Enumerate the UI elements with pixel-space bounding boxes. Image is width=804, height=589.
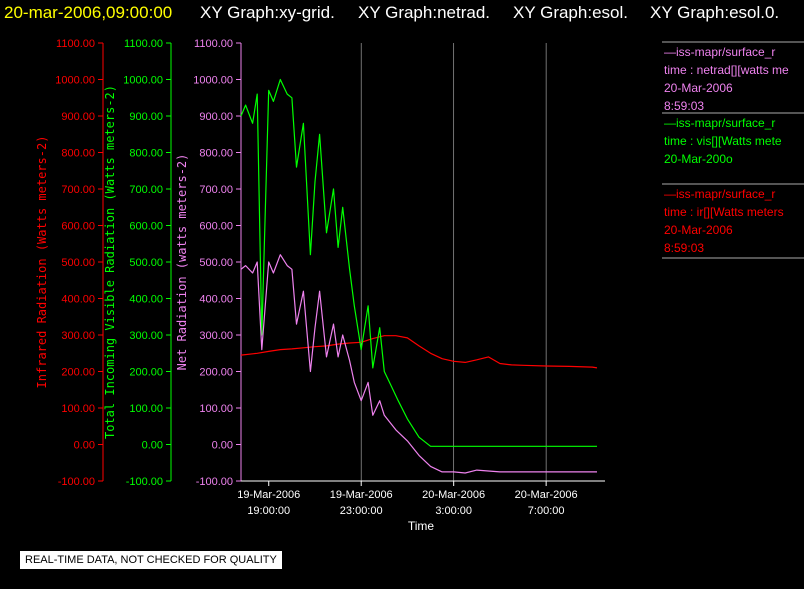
legend-line: 20-Mar-2006 bbox=[664, 81, 733, 95]
y-tick-label: 1100.00 bbox=[124, 38, 163, 50]
legend-line: —iss-mapr/surface_r bbox=[664, 116, 775, 130]
x-tick-label-date: 20-Mar-2006 bbox=[515, 489, 578, 501]
y-tick-label: 400.00 bbox=[61, 294, 95, 306]
x-tick-label-time: 3:00:00 bbox=[435, 505, 472, 517]
y-tick-label: 700.00 bbox=[129, 184, 163, 196]
y-tick-label: 300.00 bbox=[199, 330, 233, 342]
y-tick-label: 0.00 bbox=[142, 440, 163, 452]
y-tick-label: 700.00 bbox=[61, 184, 95, 196]
y-tick-label: 100.00 bbox=[61, 403, 95, 415]
y-tick-label: -100.00 bbox=[58, 476, 95, 488]
x-tick-label-date: 20-Mar-2006 bbox=[422, 489, 485, 501]
y-tick-label: 800.00 bbox=[199, 148, 233, 160]
y-axis-title: Infrared Radiation (Watts meters-2) bbox=[35, 136, 49, 389]
quality-notice: REAL-TIME DATA, NOT CHECKED FOR QUALITY bbox=[20, 551, 282, 569]
legend-line: time : netrad[][watts me bbox=[664, 63, 789, 77]
y-tick-label: 300.00 bbox=[129, 330, 163, 342]
title-graph-netrad: XY Graph:netrad. bbox=[358, 3, 490, 22]
series-lines bbox=[240, 78, 598, 474]
title-graph-xy-grid: XY Graph:xy-grid. bbox=[200, 3, 335, 22]
y-tick-label: 400.00 bbox=[199, 294, 233, 306]
y-axis-title: Total Incoming Visible Radiation (Watts … bbox=[103, 85, 117, 439]
y-axis-infrared: 1100.00 1000.00 900.00 800.00 700.00 600.00 50… bbox=[35, 38, 104, 488]
legend-line: —iss-mapr/surface_r bbox=[664, 187, 775, 201]
legend-line: 20-Mar-2006 bbox=[664, 223, 733, 237]
y-tick-label: 200.00 bbox=[199, 367, 233, 379]
y-tick-label: 700.00 bbox=[199, 184, 233, 196]
legend-line: 8:59:03 bbox=[664, 99, 704, 113]
y-tick-label: 900.00 bbox=[129, 111, 163, 123]
y-tick-label: 1000.00 bbox=[55, 75, 95, 87]
y-tick-label: 600.00 bbox=[129, 221, 163, 233]
legend-line: 8:59:03 bbox=[664, 241, 704, 255]
x-tick-label-date: 19-Mar-2006 bbox=[330, 489, 393, 501]
title-timestamp: 20-mar-2006,09:00:00 bbox=[4, 3, 172, 22]
y-tick-label: 600.00 bbox=[199, 221, 233, 233]
y-tick-label: 500.00 bbox=[61, 257, 95, 269]
legend-line: 20-Mar-200o bbox=[664, 152, 733, 166]
y-tick-label: 100.00 bbox=[199, 403, 233, 415]
series-line-2 bbox=[240, 254, 597, 474]
y-axis-visible: 1100.00 1000.00 900.00 800.00 700.00 600.00 50… bbox=[103, 38, 172, 488]
x-tick-label-time: 23:00:00 bbox=[340, 505, 383, 517]
y-tick-label: 1000.00 bbox=[193, 75, 233, 87]
y-tick-label: 600.00 bbox=[61, 221, 95, 233]
y-tick-label: 200.00 bbox=[61, 367, 95, 379]
y-axis-net: 1100.00 1000.00 900.00 800.00 700.00 600.00 50… bbox=[175, 38, 242, 488]
y-tick-label: 900.00 bbox=[199, 111, 233, 123]
x-tick-label-date: 19-Mar-2006 bbox=[237, 489, 300, 501]
vertical-grid bbox=[360, 43, 547, 481]
y-tick-label: 1000.00 bbox=[123, 75, 163, 87]
y-tick-label: 500.00 bbox=[199, 257, 233, 269]
title-graph-esol0: XY Graph:esol.0. bbox=[650, 3, 779, 22]
y-tick-label: 200.00 bbox=[129, 367, 163, 379]
x-axis: 19-Mar-2006 19:00:00 19-Mar-2006 23:00:00 20… bbox=[237, 480, 605, 533]
y-tick-label: 1100.00 bbox=[56, 38, 95, 50]
legend-line: —iss-mapr/surface_r bbox=[664, 45, 775, 59]
y-tick-label: -100.00 bbox=[196, 476, 233, 488]
x-axis-title: Time bbox=[408, 519, 435, 533]
y-tick-label: 400.00 bbox=[129, 294, 163, 306]
y-tick-label: 800.00 bbox=[61, 148, 95, 160]
y-tick-label: 0.00 bbox=[212, 440, 233, 452]
y-tick-label: 800.00 bbox=[129, 148, 163, 160]
y-tick-label: 300.00 bbox=[61, 330, 95, 342]
title-graph-esol: XY Graph:esol. bbox=[513, 3, 628, 22]
series-line-1 bbox=[240, 78, 597, 447]
legend-line: time : ir[][Watts meters bbox=[664, 205, 784, 219]
y-tick-label: 900.00 bbox=[61, 111, 95, 123]
x-tick-label-time: 19:00:00 bbox=[247, 505, 290, 517]
y-tick-label: 0.00 bbox=[74, 440, 95, 452]
y-tick-label: 500.00 bbox=[129, 257, 163, 269]
y-tick-label: 100.00 bbox=[129, 403, 163, 415]
y-tick-label: -100.00 bbox=[126, 476, 163, 488]
series-line-0 bbox=[240, 335, 598, 369]
legend-line: time : vis[][Watts mete bbox=[664, 134, 782, 148]
x-tick-label-time: 7:00:00 bbox=[528, 505, 565, 517]
y-tick-label: 1100.00 bbox=[194, 38, 233, 50]
y-axis-title: Net Radiation (watts meters-2) bbox=[175, 154, 189, 371]
